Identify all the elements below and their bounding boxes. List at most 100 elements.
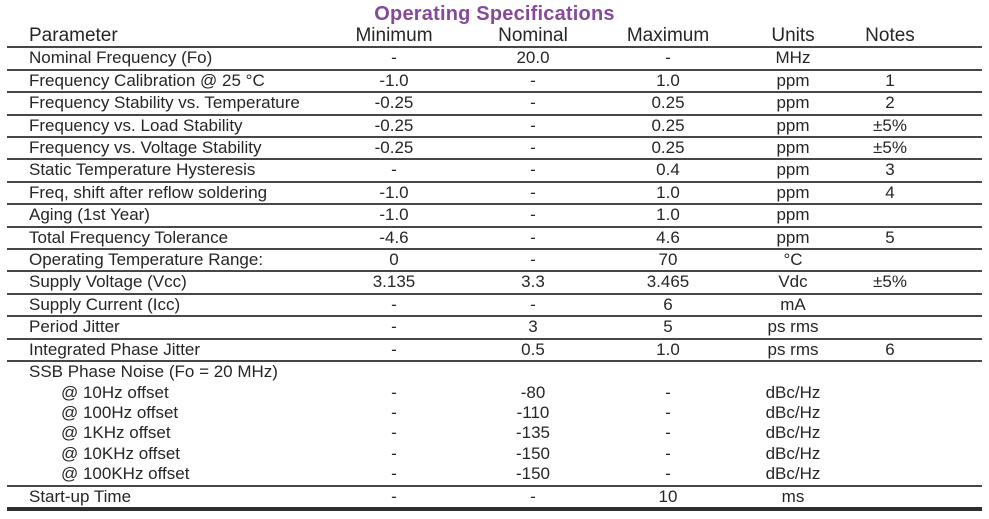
- notes-cell: ±5%: [853, 137, 982, 161]
- parameter-cell: Start-up Time: [29, 486, 132, 506]
- notes-cell: 1: [853, 69, 982, 94]
- maximum-cell: 1.0: [603, 204, 733, 228]
- column-header-maximum: Maximum: [603, 26, 733, 49]
- notes-cell: [853, 486, 982, 509]
- notes-cell: 4: [853, 181, 982, 206]
- table-row: Integrated Phase Jitter -0.5 1.0 ps rms 6: [7, 338, 982, 363]
- units-cell: ppm: [733, 181, 853, 206]
- table-row: Period Jitter -3 5 ps rms: [7, 316, 982, 340]
- maximum-cell: -: [665, 443, 671, 463]
- minimum-cell: -: [325, 338, 463, 363]
- operating-specifications-table: Parameter Minimum Nominal Maximum Units …: [7, 26, 982, 511]
- nominal-cell: -: [530, 486, 536, 506]
- notes-cell: [853, 249, 982, 273]
- table-row: Start-up Time - - 10 ms: [7, 486, 982, 509]
- maximum-cell: 1.0: [603, 338, 733, 363]
- maximum-cell: 5: [603, 316, 733, 340]
- units-cell: MHz: [733, 47, 853, 71]
- table-row: Supply Voltage (Vcc) 3.135 3.3 3.465 Vdc ±5%: [7, 271, 982, 295]
- page-title: Operating Specifications: [374, 3, 615, 25]
- nominal-cell: -110: [516, 402, 550, 422]
- maximum-cell: 0.25: [603, 137, 733, 161]
- parameter-cell: Supply Current (Icc): [7, 293, 325, 318]
- column-header-nominal: Nominal: [463, 26, 603, 49]
- units-cell: dBc/Hz: [733, 464, 853, 487]
- table-row: Frequency vs. Load Stability -0.25-0.25 pp…: [7, 114, 982, 139]
- nominal-cell: [463, 361, 603, 382]
- maximum-cell: -: [665, 423, 671, 443]
- notes-cell: [853, 383, 982, 403]
- maximum-cell: 1.0: [603, 181, 733, 206]
- minimum-cell: -1.0: [325, 181, 463, 206]
- minimum-cell: -1.0: [325, 69, 463, 94]
- column-header-units: Units: [733, 26, 853, 49]
- table-row: Total Frequency Tolerance -4.6-4.6 ppm 5: [7, 226, 982, 251]
- table-row: Static Temperature Hysteresis - -0.4 ppm 3: [7, 159, 982, 183]
- units-cell: dBc/Hz: [765, 423, 821, 443]
- nominal-cell: 3.3: [463, 271, 603, 295]
- maximum-cell: -: [665, 382, 671, 402]
- notes-cell: [853, 204, 982, 228]
- parameter-cell: Static Temperature Hysteresis: [7, 159, 325, 183]
- maximum-cell: -: [603, 47, 733, 71]
- units-cell: dBc/Hz: [765, 382, 821, 402]
- units-cell: Vdc: [733, 271, 853, 295]
- units-cell: ppm: [733, 69, 853, 94]
- units-cell: mA: [733, 293, 853, 318]
- maximum-cell: [603, 361, 733, 382]
- units-cell: ppm: [733, 137, 853, 161]
- nominal-cell: -80: [520, 382, 546, 402]
- parameter-cell: Frequency Stability vs. Temperature: [7, 92, 325, 116]
- parameter-cell: Total Frequency Tolerance: [7, 226, 325, 251]
- minimum-cell: -: [391, 382, 397, 402]
- parameter-cell: Operating Temperature Range:: [7, 249, 325, 273]
- minimum-cell: 0: [325, 249, 463, 273]
- nominal-cell: -: [463, 293, 603, 318]
- parameter-cell: Frequency Calibration @ 25 °C: [7, 69, 325, 94]
- nominal-cell: -: [463, 69, 603, 94]
- maximum-cell: 6: [603, 293, 733, 318]
- units-cell: ms: [781, 486, 805, 506]
- table-row: @ 10Hz offset - -80 - dBc/Hz: [7, 383, 982, 403]
- nominal-cell: -: [463, 92, 603, 116]
- spec-table-body: Nominal Frequency (Fo) -20.0- MHz Frequency…: [7, 47, 982, 509]
- parameter-cell: @ 10Hz offset: [61, 382, 169, 402]
- units-cell: ps rms: [733, 316, 853, 340]
- notes-cell: 6: [853, 338, 982, 363]
- units-cell: dBc/Hz: [765, 443, 821, 463]
- maximum-cell: 10: [658, 486, 678, 506]
- maximum-cell: -: [665, 402, 671, 422]
- maximum-cell: 70: [603, 249, 733, 273]
- units-cell: °C: [733, 249, 853, 273]
- units-cell: [733, 361, 853, 382]
- minimum-cell: -: [325, 316, 463, 340]
- nominal-cell: 20.0: [463, 47, 603, 71]
- nominal-cell: -: [463, 137, 603, 161]
- nominal-cell: -150: [515, 443, 551, 463]
- column-header-notes: Notes: [853, 26, 982, 49]
- parameter-cell: Frequency vs. Voltage Stability: [7, 137, 325, 161]
- maximum-cell: 3.465: [603, 271, 733, 295]
- nominal-cell: 3: [463, 316, 603, 340]
- parameter-cell: Freq, shift after reflow soldering: [7, 181, 325, 206]
- nominal-cell: 0.5: [463, 338, 603, 363]
- units-cell: dBc/Hz: [765, 402, 821, 422]
- maximum-cell: -: [603, 464, 733, 487]
- parameter-cell: Integrated Phase Jitter: [7, 338, 325, 363]
- units-cell: ppm: [733, 226, 853, 251]
- units-cell: ps rms: [733, 338, 853, 363]
- notes-cell: 5: [853, 226, 982, 251]
- minimum-cell: -: [325, 47, 463, 71]
- maximum-cell: 4.6: [603, 226, 733, 251]
- minimum-cell: -4.6: [325, 226, 463, 251]
- units-cell: ppm: [733, 92, 853, 116]
- nominal-cell: -: [463, 181, 603, 206]
- minimum-cell: -: [391, 423, 397, 443]
- units-cell: ppm: [733, 204, 853, 228]
- notes-cell: 2: [853, 92, 982, 116]
- notes-cell: ±5%: [853, 114, 982, 139]
- units-cell: ppm: [733, 159, 853, 183]
- minimum-cell: -1.0: [325, 204, 463, 228]
- table-row: @ 1KHz offset - -135 - dBc/Hz: [7, 423, 982, 443]
- parameter-cell: SSB Phase Noise (Fo = 20 MHz): [29, 362, 278, 382]
